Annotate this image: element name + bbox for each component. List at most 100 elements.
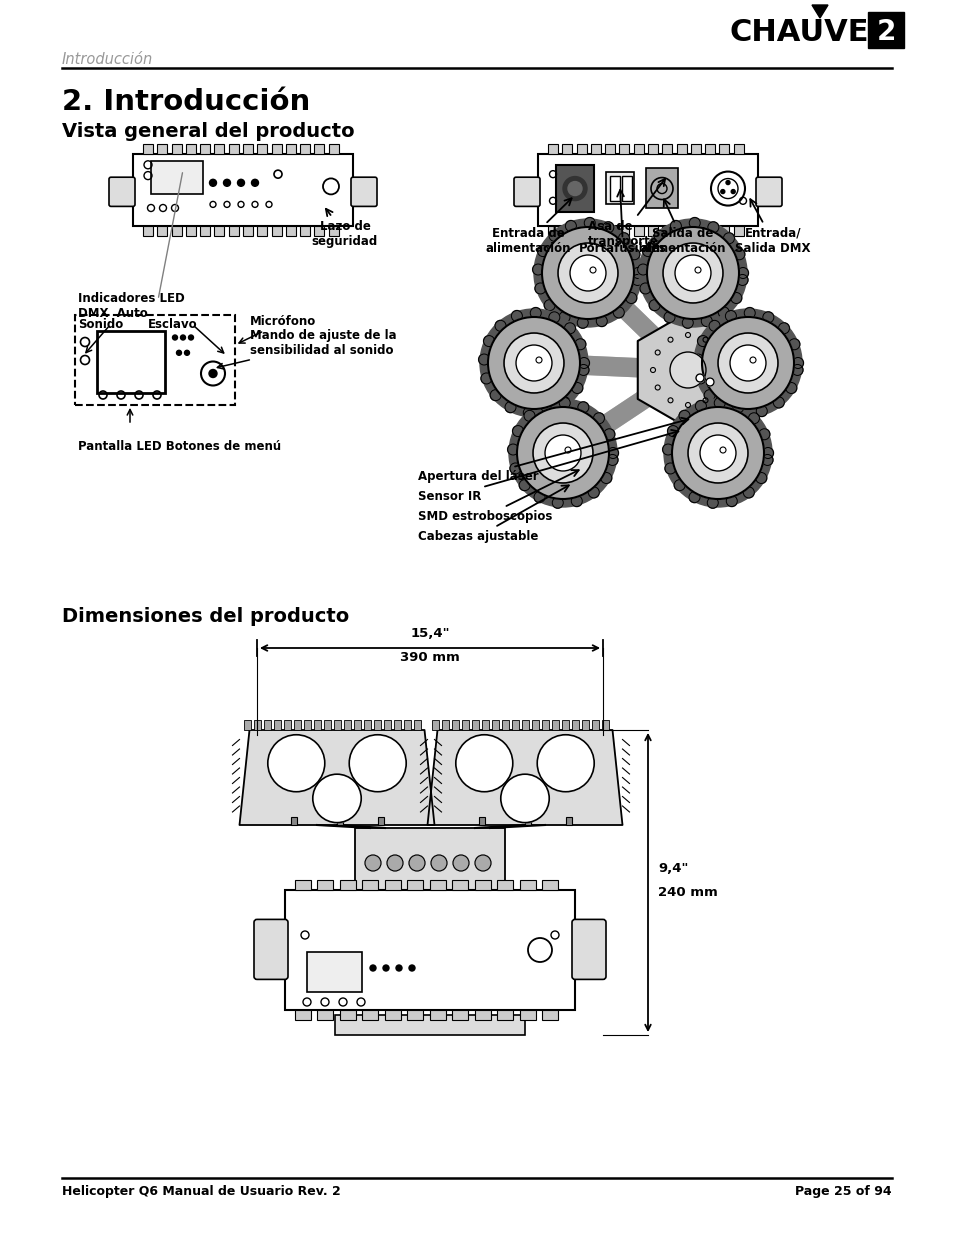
Circle shape [395,965,401,971]
Circle shape [593,412,604,424]
Circle shape [558,243,618,303]
Circle shape [349,735,406,792]
Circle shape [662,243,722,303]
Circle shape [791,364,802,375]
Circle shape [725,495,737,506]
Bar [537,154,758,226]
Circle shape [495,320,505,331]
Circle shape [549,231,559,241]
Circle shape [535,283,545,294]
Circle shape [639,219,746,327]
FancyBboxPatch shape [572,919,605,979]
FancyBboxPatch shape [514,177,539,206]
Bar [475,881,490,890]
Circle shape [693,309,801,417]
Circle shape [600,473,611,483]
Bar [604,226,615,236]
Bar [576,144,586,154]
Text: Portafusibles: Portafusibles [578,190,666,254]
Circle shape [646,227,739,319]
Circle shape [625,293,637,304]
Circle shape [792,357,802,368]
Circle shape [479,309,587,417]
Circle shape [176,351,181,356]
Bar [362,881,377,890]
Circle shape [663,311,675,322]
Circle shape [180,335,185,340]
Bar [404,720,411,730]
Bar [733,226,743,236]
Circle shape [707,222,718,233]
Text: Salida de
alimentación: Salida de alimentación [639,199,725,254]
FancyBboxPatch shape [109,177,135,206]
Bar [157,226,167,236]
Bar [542,720,549,730]
Circle shape [252,179,258,186]
Circle shape [602,222,613,233]
Bar [229,226,238,236]
Bar [561,144,572,154]
Bar [867,12,903,48]
Circle shape [742,487,754,498]
Bar [565,818,571,825]
Circle shape [628,248,639,259]
Bar [274,720,281,730]
Circle shape [637,264,648,275]
Bar [317,881,333,890]
Circle shape [737,274,747,285]
Circle shape [761,447,773,458]
Bar [286,144,295,154]
Circle shape [475,855,491,871]
Circle shape [714,398,724,409]
Circle shape [755,473,766,483]
Circle shape [189,335,193,340]
FancyBboxPatch shape [253,919,288,979]
Bar [395,720,401,730]
Circle shape [503,333,563,393]
Text: 9,4": 9,4" [658,862,688,874]
Bar [254,720,261,730]
Bar [314,144,324,154]
Circle shape [558,398,570,409]
Polygon shape [316,825,385,827]
Bar [462,720,469,730]
Text: Apertura del láser: Apertura del láser [417,417,688,483]
Text: Dimensiones del producto: Dimensiones del producto [62,606,349,626]
Circle shape [743,308,755,319]
Circle shape [613,308,623,317]
Bar [452,881,468,890]
FancyBboxPatch shape [351,177,376,206]
Circle shape [688,492,700,503]
Bar [172,144,181,154]
Circle shape [537,246,548,257]
Bar [362,1010,377,1020]
Text: Sonido: Sonido [78,317,123,331]
Bar [430,1010,445,1020]
Bar [524,818,531,825]
Circle shape [696,374,703,382]
Bar [329,144,338,154]
Bar [339,881,355,890]
Circle shape [725,180,729,184]
Bar [97,331,165,393]
Polygon shape [638,312,738,429]
Circle shape [663,399,771,508]
Bar [294,720,301,730]
Bar [542,881,558,890]
Bar [562,720,569,730]
Bar [355,720,361,730]
Bar [317,1010,333,1020]
Circle shape [567,182,581,195]
Bar [645,168,678,207]
Circle shape [654,231,664,241]
Circle shape [692,354,703,366]
Circle shape [237,179,244,186]
Circle shape [788,338,799,350]
Bar [475,1010,490,1020]
Circle shape [562,177,586,200]
Circle shape [756,405,766,416]
Circle shape [544,435,580,471]
Circle shape [639,283,650,294]
Polygon shape [239,730,434,825]
Bar [502,720,509,730]
